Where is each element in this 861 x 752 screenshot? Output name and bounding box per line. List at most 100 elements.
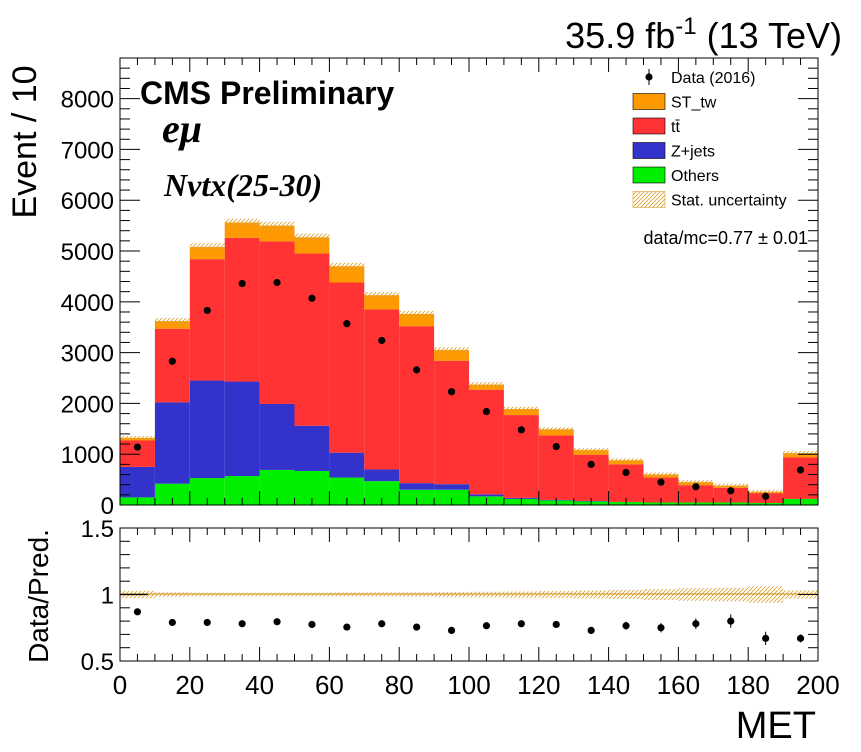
ratio-point-5 <box>308 620 316 629</box>
data-point-1 <box>168 357 176 365</box>
data-point-0 <box>133 443 142 451</box>
y-tick-label: 5000 <box>61 239 114 266</box>
x-tick-label: 120 <box>517 670 560 700</box>
data-point-5 <box>308 294 316 302</box>
x-tick-label: 80 <box>385 670 414 700</box>
bar-tt--16 <box>678 485 714 503</box>
legend-swatch-3 <box>632 142 666 159</box>
y-tick-label: 3000 <box>61 341 114 368</box>
y-tick-label: 8000 <box>61 87 114 114</box>
x-tick-label: 0 <box>113 670 127 700</box>
data-point-13 <box>587 460 595 468</box>
legend-swatch-5 <box>632 191 666 208</box>
x-tick-label: 100 <box>447 670 490 700</box>
bar-others-1 <box>154 483 190 505</box>
lumi-label: 35.9 fb-1 (13 TeV) <box>565 13 842 56</box>
bar-st-tw-13 <box>573 450 609 455</box>
data-point-4 <box>273 278 281 287</box>
bar-z-jets-0 <box>120 466 155 498</box>
ratio-point-16 <box>692 620 700 628</box>
bar-tt--9 <box>434 360 469 485</box>
legend-swatch-4 <box>632 166 666 184</box>
bar-st-tw-1 <box>154 321 190 329</box>
data-point-14 <box>622 468 630 477</box>
bar-z-jets-3 <box>224 381 260 477</box>
stat-unc-band-13 <box>573 448 609 453</box>
x-tick-label: 60 <box>315 670 344 700</box>
bar-tt--7 <box>364 309 400 470</box>
ratio-point-9 <box>447 626 456 635</box>
stat-unc-band-12 <box>538 427 574 432</box>
data-point-8 <box>413 366 421 374</box>
data-point-15 <box>657 478 665 486</box>
stat-unc-band-6 <box>329 262 365 270</box>
x-tick-label: 180 <box>727 670 770 700</box>
ratio-y-tick-label: 0.5 <box>81 649 114 676</box>
channel-label: eμ <box>162 106 202 151</box>
stat-unc-band-2 <box>189 243 225 251</box>
data-point-3 <box>238 279 246 288</box>
stat-unc-band-17 <box>713 483 749 488</box>
x-tick-labels: 0 20 40 60 80 100 120 140 160 180 200 <box>113 670 840 700</box>
ratio-point-12 <box>552 620 560 629</box>
ratio-point-17 <box>727 617 735 625</box>
bar-st-tw-4 <box>259 225 295 242</box>
legend-swatch-2 <box>632 117 666 135</box>
bar-st-tw-6 <box>329 266 365 283</box>
ratio-point-0 <box>133 608 142 616</box>
bar-others-7 <box>364 481 400 505</box>
bar-st-tw-7 <box>364 295 400 310</box>
data-point-2 <box>203 306 211 315</box>
stat-unc-band-0 <box>120 435 155 440</box>
bar-tt--8 <box>399 326 435 484</box>
y-tick-label: 4000 <box>61 290 114 317</box>
bar-z-jets-2 <box>189 380 225 479</box>
ratio-point-3 <box>238 620 246 628</box>
ratio-point-7 <box>378 620 386 628</box>
ratio-y-tick-labels: 0.5 1 1.5 <box>81 516 114 676</box>
bar-tt--6 <box>329 282 365 453</box>
stat-unc-band-19 <box>783 451 818 456</box>
stat-unc-band-16 <box>678 480 714 485</box>
bar-z-jets-1 <box>154 402 190 484</box>
ratio-point-15 <box>657 624 665 632</box>
legend-data-marker <box>645 73 653 81</box>
bar-tt--10 <box>469 389 504 495</box>
bar-tt--5 <box>294 253 330 426</box>
legend-label-4: Others <box>671 168 719 185</box>
cms-label: CMS Preliminary <box>140 75 395 111</box>
bar-z-jets-7 <box>364 469 400 482</box>
ratio-points <box>120 593 805 646</box>
bar-others-8 <box>399 489 435 505</box>
ratio-axis-ticks <box>119 527 819 662</box>
ratio-y-axis-title: Data/Pred. <box>23 529 54 663</box>
stat-unc-band-7 <box>364 291 400 299</box>
bar-tt--17 <box>713 487 749 503</box>
bar-z-jets-8 <box>399 483 435 490</box>
ratio-point-19 <box>796 634 805 642</box>
x-tick-label: 20 <box>175 670 204 700</box>
x-tick-label: 200 <box>796 670 839 700</box>
stat-unc-band-11 <box>503 406 539 412</box>
data-point-19 <box>796 466 805 474</box>
data-mc-ratio-label: data/mc=0.77 ± 0.01 <box>644 228 809 248</box>
data-point-16 <box>692 483 700 491</box>
ratio-point-2 <box>203 618 211 627</box>
bar-others-9 <box>434 489 469 505</box>
bar-st-tw-11 <box>503 408 539 416</box>
legend-label-0: Data (2016) <box>671 70 756 87</box>
ratio-point-14 <box>622 622 630 630</box>
stat-unc-band-3 <box>224 218 260 227</box>
legend-label-5: Stat. uncertainty <box>671 193 787 210</box>
ratio-y-tick-label: 1 <box>101 583 114 610</box>
bar-z-jets-10 <box>469 494 504 497</box>
ratio-point-18 <box>762 634 770 642</box>
data-points <box>133 278 805 500</box>
y-tick-label: 7000 <box>61 137 114 164</box>
data-point-18 <box>762 492 770 500</box>
bar-z-jets-4 <box>259 403 295 470</box>
bar-st-tw-9 <box>434 350 469 361</box>
bar-tt--4 <box>259 241 295 404</box>
y-tick-label: 1000 <box>61 442 114 469</box>
